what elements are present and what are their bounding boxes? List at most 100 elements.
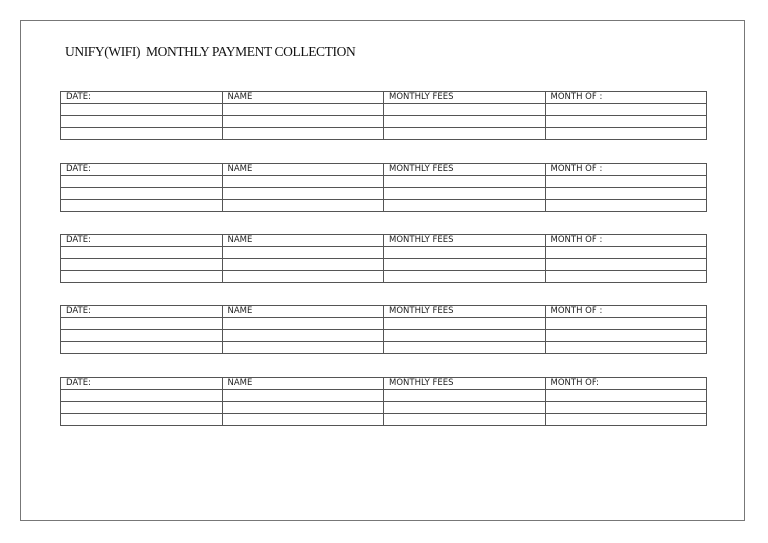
table-cell[interactable] <box>383 175 546 188</box>
table-row <box>60 187 707 200</box>
column-header: DATE: <box>60 234 223 247</box>
table-cell[interactable] <box>544 175 707 188</box>
payment-table: DATE: NAME MONTHLY FEES MONTH OF : <box>60 91 707 140</box>
column-header: MONTHLY FEES <box>383 234 546 247</box>
table-cell[interactable] <box>544 401 707 414</box>
table-cell[interactable] <box>221 115 384 128</box>
table-cell[interactable] <box>60 175 223 188</box>
table-cell[interactable] <box>60 127 223 140</box>
table-cell[interactable] <box>60 413 223 426</box>
table-row <box>60 341 707 354</box>
column-header: NAME <box>221 305 384 318</box>
table-cell[interactable] <box>383 246 546 259</box>
table-cell[interactable] <box>60 270 223 283</box>
table-cell[interactable] <box>544 199 707 212</box>
table-cell[interactable] <box>60 317 223 330</box>
column-header: DATE: <box>60 163 223 176</box>
table-cell[interactable] <box>544 246 707 259</box>
table-row <box>60 270 707 283</box>
table-header-row: DATE: NAME MONTHLY FEES MONTH OF : <box>60 305 707 318</box>
column-header: MONTH OF : <box>544 91 707 104</box>
table-cell[interactable] <box>383 317 546 330</box>
table-cell[interactable] <box>544 317 707 330</box>
column-header: MONTH OF : <box>544 234 707 247</box>
table-header-row: DATE: NAME MONTHLY FEES MONTH OF : <box>60 234 707 247</box>
table-cell[interactable] <box>221 270 384 283</box>
document-title: UNIFY(WIFI) MONTHLY PAYMENT COLLECTION <box>65 44 356 59</box>
column-header: NAME <box>221 234 384 247</box>
table-cell[interactable] <box>383 401 546 414</box>
table-cell[interactable] <box>221 187 384 200</box>
table-cell[interactable] <box>383 258 546 271</box>
table-cell[interactable] <box>60 187 223 200</box>
table-cell[interactable] <box>383 270 546 283</box>
table-cell[interactable] <box>221 329 384 342</box>
table-cell[interactable] <box>60 329 223 342</box>
table-cell[interactable] <box>221 317 384 330</box>
table-cell[interactable] <box>544 187 707 200</box>
table-cell[interactable] <box>383 199 546 212</box>
payment-table: DATE: NAME MONTHLY FEES MONTH OF: <box>60 377 707 426</box>
table-row <box>60 246 707 259</box>
table-cell[interactable] <box>221 127 384 140</box>
column-header: DATE: <box>60 377 223 390</box>
column-header: MONTH OF : <box>544 305 707 318</box>
table-row <box>60 317 707 330</box>
table-row <box>60 175 707 188</box>
table-cell[interactable] <box>221 258 384 271</box>
column-header: MONTHLY FEES <box>383 377 546 390</box>
table-cell[interactable] <box>544 127 707 140</box>
table-cell[interactable] <box>60 103 223 116</box>
table-cell[interactable] <box>60 115 223 128</box>
table-cell[interactable] <box>383 127 546 140</box>
table-cell[interactable] <box>221 175 384 188</box>
column-header: DATE: <box>60 91 223 104</box>
table-row <box>60 115 707 128</box>
table-cell[interactable] <box>544 115 707 128</box>
table-cell[interactable] <box>544 329 707 342</box>
column-header: MONTHLY FEES <box>383 163 546 176</box>
table-cell[interactable] <box>221 341 384 354</box>
table-cell[interactable] <box>60 389 223 402</box>
table-cell[interactable] <box>383 329 546 342</box>
table-cell[interactable] <box>383 187 546 200</box>
table-cell[interactable] <box>221 103 384 116</box>
table-cell[interactable] <box>60 341 223 354</box>
table-row <box>60 389 707 402</box>
column-header: DATE: <box>60 305 223 318</box>
table-cell[interactable] <box>60 199 223 212</box>
table-cell[interactable] <box>60 258 223 271</box>
table-cell[interactable] <box>221 413 384 426</box>
payment-table: DATE: NAME MONTHLY FEES MONTH OF : <box>60 234 707 283</box>
table-cell[interactable] <box>221 246 384 259</box>
table-cell[interactable] <box>383 103 546 116</box>
table-header-row: DATE: NAME MONTHLY FEES MONTH OF : <box>60 163 707 176</box>
table-cell[interactable] <box>383 115 546 128</box>
table-row <box>60 258 707 271</box>
table-row <box>60 413 707 426</box>
payment-table: DATE: NAME MONTHLY FEES MONTH OF : <box>60 163 707 212</box>
table-cell[interactable] <box>383 389 546 402</box>
table-cell[interactable] <box>544 103 707 116</box>
table-cell[interactable] <box>60 401 223 414</box>
table-cell[interactable] <box>383 341 546 354</box>
table-cell[interactable] <box>544 389 707 402</box>
column-header: MONTHLY FEES <box>383 91 546 104</box>
table-cell[interactable] <box>383 413 546 426</box>
table-cell[interactable] <box>544 413 707 426</box>
column-header: NAME <box>221 91 384 104</box>
table-cell[interactable] <box>221 401 384 414</box>
table-header-row: DATE: NAME MONTHLY FEES MONTH OF : <box>60 91 707 104</box>
column-header: NAME <box>221 163 384 176</box>
table-cell[interactable] <box>221 199 384 212</box>
payment-table: DATE: NAME MONTHLY FEES MONTH OF : <box>60 305 707 354</box>
column-header: MONTH OF: <box>544 377 707 390</box>
table-row <box>60 401 707 414</box>
column-header: MONTH OF : <box>544 163 707 176</box>
table-cell[interactable] <box>544 258 707 271</box>
table-cell[interactable] <box>221 389 384 402</box>
table-cell[interactable] <box>60 246 223 259</box>
table-cell[interactable] <box>544 341 707 354</box>
table-cell[interactable] <box>544 270 707 283</box>
table-header-row: DATE: NAME MONTHLY FEES MONTH OF: <box>60 377 707 390</box>
